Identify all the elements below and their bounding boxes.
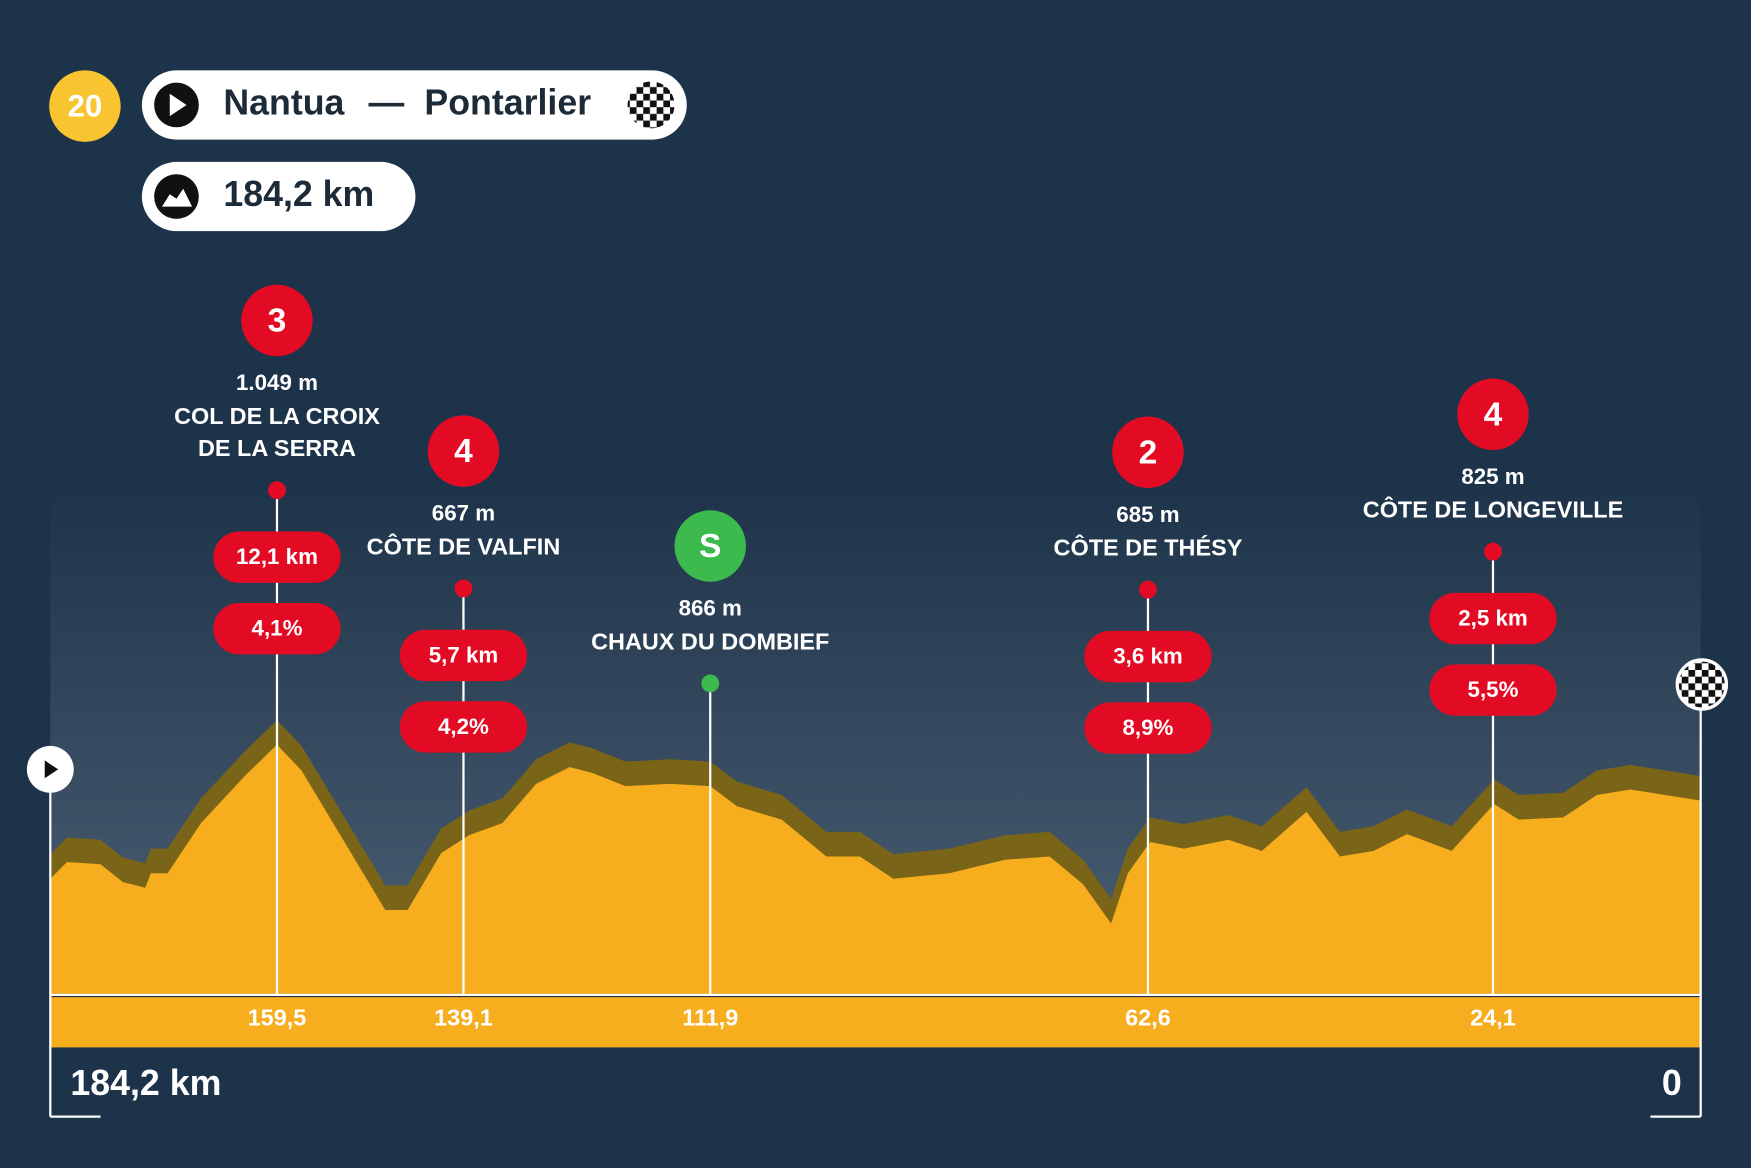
altitude: 1.049 m xyxy=(236,370,318,395)
category-badge xyxy=(674,510,746,582)
stage-number: 20 xyxy=(68,89,103,124)
climb-pill xyxy=(399,629,528,682)
category: S xyxy=(699,528,721,565)
climb-dot xyxy=(1139,580,1157,599)
axis-start: 184,2 km xyxy=(70,1063,221,1103)
climb-dot xyxy=(701,674,720,693)
profile-icon-shape xyxy=(161,188,193,207)
start-marker-triangle xyxy=(44,760,59,779)
altitude: 685 m xyxy=(1116,502,1179,527)
profile-icon xyxy=(154,174,199,219)
category-badge xyxy=(427,415,500,487)
category: 3 xyxy=(268,303,287,340)
km-label: 24,1 xyxy=(1470,1005,1516,1031)
climb-length: 5,7 km xyxy=(429,642,499,667)
climb-dot xyxy=(268,481,286,500)
km-label: 111,9 xyxy=(682,1005,738,1031)
km-label: 139,1 xyxy=(434,1005,493,1031)
finish-marker xyxy=(1675,658,1729,711)
climb-pill xyxy=(213,602,341,655)
finish-town: Pontarlier xyxy=(424,82,591,122)
separator: — xyxy=(369,82,405,122)
climb-dot xyxy=(454,579,473,598)
climb-dot xyxy=(1484,542,1502,561)
km-label: 62,6 xyxy=(1125,1005,1171,1031)
stage-badge xyxy=(49,70,121,142)
climb-length: 2,5 km xyxy=(1458,606,1528,631)
km-band xyxy=(50,997,1701,1048)
climb-gradient: 5,5% xyxy=(1468,677,1519,702)
category-badge xyxy=(1112,416,1184,488)
start-icon-triangle xyxy=(169,93,187,117)
category: 2 xyxy=(1139,434,1158,471)
route-pill xyxy=(141,70,687,140)
category: 4 xyxy=(454,433,473,470)
climb-pill xyxy=(1429,592,1557,645)
climb-length: 3,6 km xyxy=(1113,644,1183,669)
climb-pill xyxy=(1429,664,1557,716)
climb-name: CHAUX DU DOMBIEF xyxy=(591,628,829,654)
climb-name: CÔTE DE THÉSY xyxy=(1054,534,1243,561)
climb-pill xyxy=(213,531,341,583)
climb-pill xyxy=(1084,630,1212,683)
climb-pill xyxy=(1084,702,1212,754)
climb-name: DE LA SERRA xyxy=(198,435,356,461)
altitude: 866 m xyxy=(679,596,742,621)
distance-pill xyxy=(141,161,416,232)
category-badge xyxy=(241,284,313,357)
start-town: Nantua xyxy=(223,82,345,122)
climb-length: 12,1 km xyxy=(236,544,318,569)
climb-name: CÔTE DE VALFIN xyxy=(367,532,561,559)
climb-gradient: 4,1% xyxy=(252,616,303,641)
climb-gradient: 4,2% xyxy=(438,714,489,739)
altitude: 825 m xyxy=(1461,464,1524,489)
km-label: 159,5 xyxy=(248,1005,307,1031)
climb-name: CÔTE DE LONGEVILLE xyxy=(1363,496,1623,523)
altitude: 667 m xyxy=(432,501,495,526)
climb-name: COL DE LA CROIX xyxy=(174,403,380,429)
category: 4 xyxy=(1484,396,1503,433)
climb-gradient: 8,9% xyxy=(1123,715,1174,740)
axis-end: 0 xyxy=(1662,1063,1682,1103)
category-badge xyxy=(1457,378,1529,451)
finish-flag xyxy=(627,81,675,129)
climb-pill xyxy=(399,701,528,753)
distance: 184,2 km xyxy=(223,174,374,214)
